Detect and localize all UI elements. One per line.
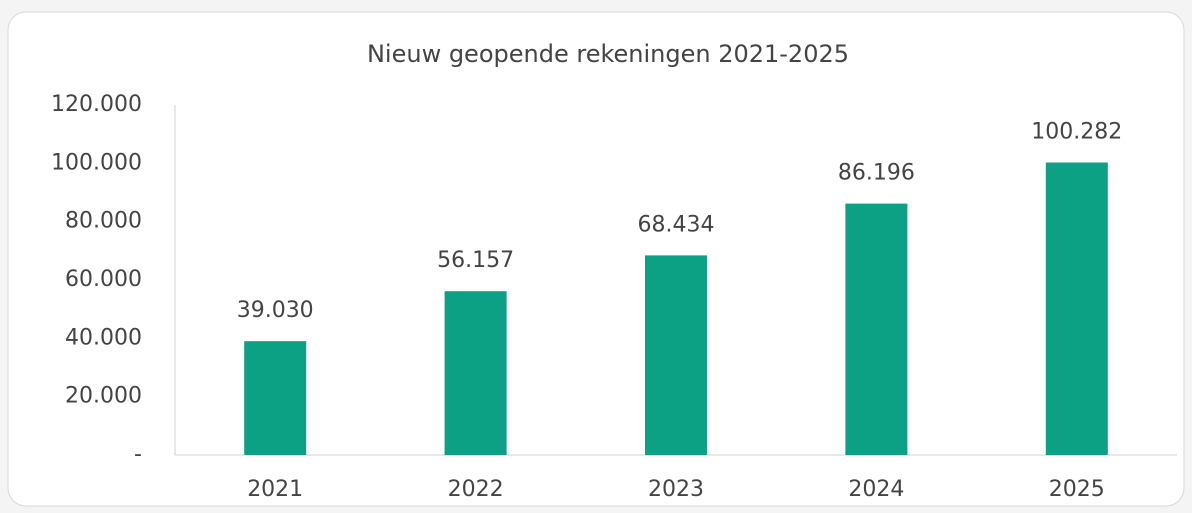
data-label: 86.196 — [838, 161, 915, 186]
y-tick-label: 100.000 — [51, 150, 142, 175]
x-tick-label: 2024 — [848, 477, 904, 502]
bar — [845, 203, 908, 455]
y-tick-label: 120.000 — [51, 92, 142, 117]
x-tick-label: 2025 — [1049, 477, 1105, 502]
x-tick-label: 2022 — [448, 477, 504, 502]
bar — [1045, 162, 1108, 455]
y-tick-label: 80.000 — [65, 209, 142, 234]
y-tick-label: - — [134, 442, 142, 467]
x-tick-label: 2023 — [648, 477, 704, 502]
data-label: 68.434 — [638, 212, 715, 237]
bar — [244, 341, 307, 455]
card — [7, 11, 1185, 507]
chart-title: Nieuw geopende rekeningen 2021-2025 — [367, 40, 849, 68]
y-tick-label: 40.000 — [65, 325, 142, 350]
y-tick-label: 60.000 — [65, 267, 142, 292]
bar — [645, 255, 707, 455]
data-label: 100.282 — [1031, 120, 1122, 145]
data-label: 39.030 — [237, 298, 314, 323]
data-label: 56.157 — [437, 248, 514, 273]
y-tick-label: 20.000 — [65, 384, 142, 409]
bar — [444, 291, 507, 455]
x-tick-label: 2021 — [247, 477, 303, 502]
